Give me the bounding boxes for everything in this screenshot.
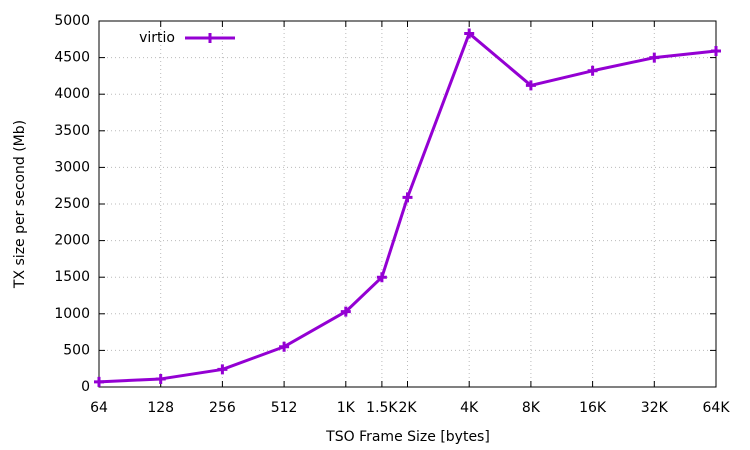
y-tick-label: 3500 — [54, 123, 90, 139]
y-tick-label: 2500 — [54, 196, 90, 212]
data-point — [464, 28, 475, 39]
plot-frame — [98, 20, 717, 388]
y-tick-label: 5000 — [54, 13, 90, 29]
data-point — [279, 341, 290, 352]
x-tick-label: 4K — [460, 400, 479, 416]
data-line — [98, 31, 717, 384]
y-tick-label: 3000 — [54, 159, 90, 175]
x-tick-label: 8K — [522, 400, 541, 416]
data-point — [94, 376, 104, 387]
legend-label: virtio — [139, 30, 175, 46]
y-tick-label: 4500 — [54, 50, 90, 66]
data-point — [587, 65, 598, 76]
x-tick-label: 1K — [337, 400, 356, 416]
y-axis-label: TX size per second (Mb) — [12, 120, 28, 289]
x-tick-label: 16K — [579, 400, 607, 416]
data-point — [649, 52, 660, 63]
x-tick-label: 64 — [90, 400, 108, 416]
data-point — [711, 46, 721, 57]
data-point — [217, 364, 228, 375]
x-tick-label: 64K — [703, 400, 731, 416]
data-point — [525, 80, 536, 91]
x-tick-label: 128 — [147, 400, 174, 416]
x-tick-label: 32K — [641, 400, 669, 416]
y-tick-label: 4000 — [54, 86, 90, 102]
y-tick-label: 0 — [81, 379, 90, 395]
y-tick-label: 500 — [63, 342, 90, 358]
y-tick-label: 1000 — [54, 306, 90, 322]
data-point — [155, 373, 166, 384]
y-tick-label: 2000 — [54, 233, 90, 249]
x-tick-label: 256 — [209, 400, 236, 416]
data-point — [340, 306, 351, 317]
x-tick-label: 512 — [271, 400, 298, 416]
x-tick-label: 2K — [398, 400, 417, 416]
x-axis-label: TSO Frame Size [bytes] — [325, 429, 490, 445]
data-point — [376, 272, 387, 283]
legend-marker — [205, 33, 215, 43]
y-tick-label: 1500 — [54, 269, 90, 285]
data-point — [402, 192, 413, 203]
x-tick-label: 1.5K — [366, 400, 398, 416]
